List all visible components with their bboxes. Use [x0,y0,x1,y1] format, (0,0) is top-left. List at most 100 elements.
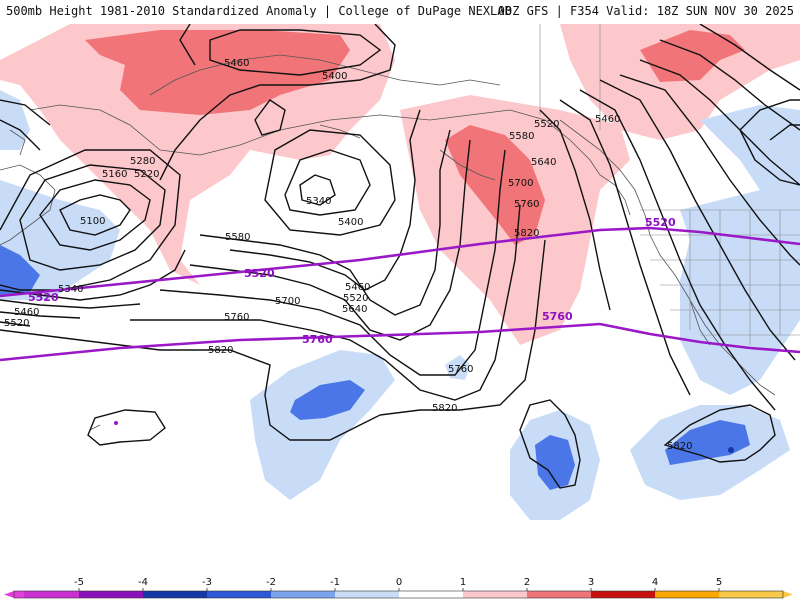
negative-anomaly-shading [0,90,800,520]
contour-5400-mid [264,129,396,236]
contour-ridge-5640 [559,99,691,396]
contour-5100 [59,194,131,236]
contour-label: 5820 [432,403,457,414]
contour-label: 5340 [306,196,331,207]
climo-label: 5520 [645,216,676,229]
contour-label: 5220 [134,169,159,180]
climo-label: 5520 [244,267,275,280]
tick-label: -4 [138,577,148,588]
tick-label: 4 [652,577,658,588]
contour-label: 5640 [342,304,367,315]
contour-5160 [39,179,151,251]
anomaly-map: 5460 5400 5280 5220 5160 5100 5340 5400 … [0,24,800,572]
contour-label: 5460 [595,114,620,125]
low-center-marker [728,447,734,453]
color-segment [335,591,399,598]
contour-label: 5400 [338,217,363,228]
anom-neg-hawaii [445,355,470,380]
climo-label: 5520 [28,291,59,304]
color-segment [271,591,335,598]
contour-ridge-5820 [619,74,800,266]
color-segment [591,591,655,598]
color-segment [24,591,79,598]
contour-ne-low [739,99,800,186]
contour-5220 [19,164,166,271]
contour-label: 5820 [208,345,233,356]
contour-label: 5520 [534,119,559,130]
color-scale-ticks [78,588,720,591]
contour-label: 5760 [514,199,539,210]
contour-5760-mid [130,204,521,401]
contour-w-1 [0,119,41,151]
contour-5340-ring [284,149,371,216]
contour-label: 5400 [322,71,347,82]
tick-label: 0 [396,577,402,588]
contour-label: 5820 [667,441,692,452]
color-scale-labels: -5 -4 -3 -2 -1 0 1 2 3 4 5 [74,577,722,588]
contour-5280 [0,149,181,291]
contour-label: 5460 [14,307,39,318]
climatology-contours [0,226,800,362]
climo-label: 5760 [302,333,333,346]
contour-label: 5820 [514,228,539,239]
tick-label: -2 [266,577,276,588]
contour-5820-hawaii [87,409,166,446]
color-segment [14,591,24,598]
color-segment [719,591,783,598]
contour-label: 5700 [508,178,533,189]
contour-label: 5760 [448,364,473,375]
tick-label: 5 [716,577,722,588]
anom-pos2-nw [85,30,350,115]
color-segment [143,591,207,598]
contour-5400-top [159,24,396,181]
map-title: 500mb Height 1981-2010 Standardized Anom… [6,4,512,18]
climo-label: 5760 [542,310,573,323]
contour-label: 5160 [102,169,127,180]
contour-label: 5280 [130,156,155,167]
title-bar: 500mb Height 1981-2010 Standardized Anom… [0,0,800,24]
anom-pos-ne-edge [740,24,800,70]
contour-w-2 [0,99,51,126]
contour-label: 5760 [224,312,249,323]
contour-labels: 5460 5400 5280 5220 5160 5100 5340 5400 … [4,58,692,452]
contour-ne-5340 [699,24,800,91]
contour-ridge-5700 [579,89,776,411]
political-boundaries [539,24,800,345]
contour-ne-5400 [659,39,800,131]
contour-5520-gulf [229,109,421,291]
colorbar-right-arrow [783,591,793,598]
contour-5820-south [519,399,581,489]
anom-neg2-west [0,245,40,295]
contour-5460-lw [0,311,81,319]
contour-5820-mid [0,239,546,441]
anom-neg2-southeast [665,420,750,465]
contour-label: 5520 [343,293,368,304]
contour-label: 5700 [275,296,300,307]
colorbar-left-arrow [4,591,14,598]
contour-label: 5580 [509,131,534,142]
colorbar-outline [13,590,784,599]
contour-5340-low [299,174,336,206]
contour-ne-ring [769,124,800,141]
tick-label: -3 [202,577,212,588]
tick-label: -1 [330,577,340,588]
climo-5760 [0,322,800,362]
contour-5400-lw [0,299,141,309]
tick-label: 1 [460,577,466,588]
contour-5700-mid [159,149,506,376]
color-segment [79,591,143,598]
contour-label: 5460 [224,58,249,69]
color-scale-segments [4,590,793,599]
anom-neg-east [680,105,800,395]
contour-label: 5520 [4,318,29,329]
island-marker [114,421,118,425]
contour-label: 5340 [58,284,83,295]
anom-pos2-gulf [445,125,545,245]
contour-5460-mid [254,99,286,136]
tick-label: 2 [524,577,530,588]
tick-label: 3 [588,577,594,588]
model-valid-time: 00Z GFS | F354 Valid: 18Z SUN NOV 30 202… [497,4,794,18]
contour-label: 5580 [225,232,250,243]
contour-label: 5640 [531,157,556,168]
tick-label: -5 [74,577,84,588]
